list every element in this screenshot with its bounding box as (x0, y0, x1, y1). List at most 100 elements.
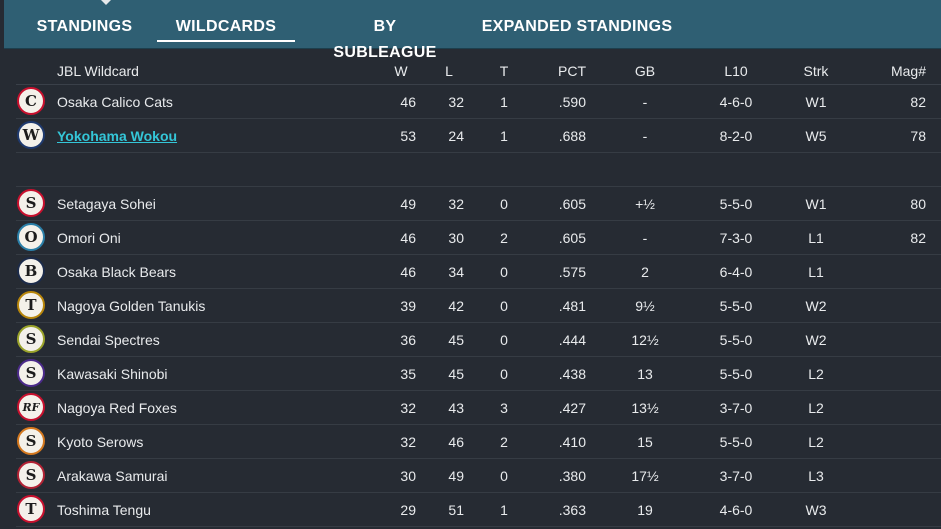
games-back-cell: 13½ (631, 399, 659, 416)
team-name[interactable]: Arakawa Samurai (57, 467, 168, 484)
streak-cell: W2 (805, 331, 827, 348)
pct-cell: .438 (558, 365, 586, 382)
ties-cell: 0 (500, 195, 508, 212)
team-name[interactable]: Setagaya Sohei (57, 195, 156, 212)
table-row[interactable]: W Yokohama Wokou 53 24 1 .688 - 8-2-0 W5 78 (16, 119, 941, 153)
last-ten-cell: 4-6-0 (719, 93, 753, 110)
wins-cell: 46 (400, 93, 416, 110)
last-ten-cell: 6-4-0 (719, 263, 753, 280)
last-ten-cell: 7-3-0 (719, 229, 753, 246)
team-name[interactable]: Nagoya Red Foxes (57, 399, 177, 416)
team-cell: Toshima Tengu (57, 493, 151, 526)
table-row[interactable]: O Omori Oni 46 30 2 .605 - 7-3-0 L1 82 (16, 221, 941, 255)
team-name[interactable]: Kawasaki Shinobi (57, 365, 168, 382)
header-l10[interactable]: L10 (724, 62, 748, 79)
last-ten-cell: 4-6-0 (719, 501, 753, 518)
table-row[interactable]: T Nagoya Golden Tanukis 39 42 0 .481 9½ 5-5-0 W2 (16, 289, 941, 323)
team-cell: Yokohama Wokou (57, 119, 177, 152)
streak-cell: W3 (805, 501, 827, 518)
games-back-cell: 15 (637, 433, 653, 450)
losses-cell: 30 (448, 229, 464, 246)
team-name[interactable]: Yokohama Wokou (57, 127, 178, 144)
team-logo-icon: S (17, 325, 45, 353)
header-gb[interactable]: GB (634, 62, 656, 79)
streak-cell: L1 (808, 229, 824, 246)
last-ten-cell: 5-5-0 (719, 195, 753, 212)
header-wins[interactable]: W (394, 62, 408, 79)
header-pct[interactable]: PCT (558, 62, 586, 79)
table-row[interactable]: T Toshima Tengu 29 51 1 .363 19 4-6-0 W3 (16, 493, 941, 527)
wins-cell: 39 (400, 297, 416, 314)
magic-number-cell (876, 459, 926, 492)
streak-cell: W5 (805, 127, 827, 144)
table-header: JBL Wildcard W L T PCT GB L10 Strk Mag# (16, 57, 941, 85)
ties-cell: 1 (500, 501, 508, 518)
losses-cell: 51 (448, 501, 464, 518)
header-magic-number[interactable]: Mag# (890, 62, 926, 79)
team-cell: Kyoto Serows (57, 425, 143, 458)
team-cell: Sendai Spectres (57, 323, 160, 356)
streak-cell: L2 (808, 433, 824, 450)
team-name[interactable]: Toshima Tengu (57, 501, 151, 518)
wins-cell: 30 (400, 467, 416, 484)
team-name[interactable]: Osaka Calico Cats (57, 93, 173, 110)
team-name[interactable]: Kyoto Serows (57, 433, 144, 450)
team-logo-icon: RF (17, 393, 45, 421)
table-spacer (16, 153, 941, 187)
table-row[interactable]: S Setagaya Sohei 49 32 0 .605 +½ 5-5-0 W1 80 (16, 187, 941, 221)
team-cell: Setagaya Sohei (57, 187, 156, 220)
games-back-cell: - (642, 127, 648, 144)
magic-number-cell (876, 425, 926, 458)
last-ten-cell: 5-5-0 (719, 297, 753, 314)
games-back-cell: +½ (635, 195, 655, 212)
team-cell: Arakawa Samurai (57, 459, 168, 492)
pct-cell: .688 (558, 127, 586, 144)
header-losses[interactable]: L (445, 62, 453, 79)
table-row[interactable]: C Osaka Calico Cats 46 32 1 .590 - 4-6-0 W1 82 (16, 85, 941, 119)
ties-cell: 0 (500, 331, 508, 348)
team-name[interactable]: Sendai Spectres (57, 331, 160, 348)
table-row[interactable]: S Arakawa Samurai 30 49 0 .380 17½ 3-7-0 L3 (16, 459, 941, 493)
magic-number-cell: 82 (910, 93, 926, 110)
tab-pointer-icon (101, 0, 111, 5)
pct-cell: .427 (558, 399, 586, 416)
team-logo-icon: T (17, 495, 45, 523)
magic-number-cell (876, 391, 926, 424)
magic-number-cell (876, 357, 926, 390)
tab-standings[interactable]: STANDINGS (36, 18, 133, 35)
pct-cell: .605 (558, 195, 586, 212)
magic-number-cell (876, 289, 926, 322)
games-back-cell: 2 (641, 263, 649, 280)
losses-cell: 46 (448, 433, 464, 450)
pct-cell: .481 (558, 297, 586, 314)
tab-by-subleague[interactable]: BY SUBLEAGUE (333, 18, 437, 61)
tab-expanded-standings[interactable]: EXPANDED STANDINGS (481, 18, 673, 35)
table-row[interactable]: S Kyoto Serows 32 46 2 .410 15 5-5-0 L2 (16, 425, 941, 459)
streak-cell: W1 (805, 93, 827, 110)
header-streak[interactable]: Strk (803, 62, 829, 79)
pct-cell: .380 (558, 467, 586, 484)
pct-cell: .444 (558, 331, 586, 348)
streak-cell: L2 (808, 399, 824, 416)
last-ten-cell: 3-7-0 (719, 399, 753, 416)
table-row[interactable]: S Sendai Spectres 36 45 0 .444 12½ 5-5-0 W2 (16, 323, 941, 357)
team-name[interactable]: Nagoya Golden Tanukis (57, 297, 206, 314)
ties-cell: 2 (500, 433, 508, 450)
tab-wildcards[interactable]: WILDCARDS (157, 14, 295, 42)
losses-cell: 43 (448, 399, 464, 416)
table-row[interactable]: RF Nagoya Red Foxes 32 43 3 .427 13½ 3-7-0 L2 (16, 391, 941, 425)
pct-cell: .575 (558, 263, 586, 280)
table-row[interactable]: B Osaka Black Bears 46 34 0 .575 2 6-4-0 L1 (16, 255, 941, 289)
team-name[interactable]: Omori Oni (57, 229, 121, 246)
ties-cell: 2 (500, 229, 508, 246)
table-row[interactable]: S Kawasaki Shinobi 35 45 0 .438 13 5-5-0 L2 (16, 357, 941, 391)
pct-cell: .605 (558, 229, 586, 246)
team-name[interactable]: Osaka Black Bears (57, 263, 177, 280)
wins-cell: 36 (400, 331, 416, 348)
team-logo-icon: S (17, 427, 45, 455)
header-team[interactable]: JBL Wildcard (57, 62, 139, 79)
header-ties[interactable]: T (499, 62, 509, 79)
streak-cell: L3 (808, 467, 824, 484)
team-cell: Osaka Black Bears (57, 255, 176, 288)
magic-number-cell: 82 (910, 229, 926, 246)
